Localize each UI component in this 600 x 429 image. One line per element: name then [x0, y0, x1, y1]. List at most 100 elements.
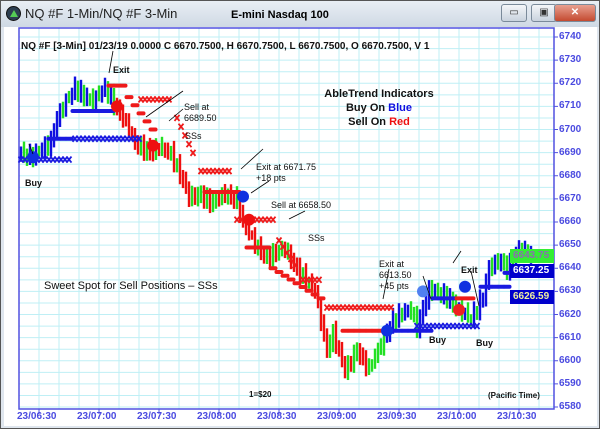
y-tick-label: 6620	[559, 308, 582, 320]
y-tick-label: 6680	[559, 169, 582, 181]
stop-cross	[177, 123, 185, 131]
annotation-exit-4: Exit	[461, 265, 478, 275]
stop-cross	[185, 140, 193, 148]
stop-cross	[291, 261, 299, 269]
annotation-arrow	[28, 143, 34, 155]
signal-dot	[459, 280, 471, 293]
annotation-arrow	[452, 250, 462, 264]
stop-cross	[189, 149, 197, 157]
y-tick-label: 6710	[559, 100, 582, 112]
y-tick-label: 6650	[559, 239, 582, 251]
signal-dot	[27, 151, 39, 164]
y-tick-label: 6630	[559, 285, 582, 297]
y-tick-label: 6700	[559, 123, 582, 135]
annotation-buy-1: Buy	[25, 178, 43, 188]
stop-cross	[287, 255, 295, 263]
x-tick-label: 23/06:30	[17, 411, 57, 422]
x-tick-label: 23/10:00	[437, 411, 477, 422]
annotation-arrow	[250, 180, 270, 194]
price-chart[interactable]	[4, 27, 597, 426]
annotation-arrow	[382, 268, 390, 300]
y-tick-label: 6590	[559, 377, 582, 389]
minimize-button[interactable]: ▭	[501, 4, 527, 22]
header-quote-line: NQ #F [3-Min] 01/23/19 0.0000 C 6670.750…	[21, 41, 430, 52]
stop-cross	[387, 303, 395, 312]
y-tick-label: 6670	[559, 192, 582, 204]
x-tick-label: 23/09:30	[377, 411, 417, 422]
legend-sell-text: Sell On	[348, 116, 390, 128]
legend-sell: Sell On Red	[309, 115, 449, 129]
stop-cross	[65, 155, 73, 164]
annotation-arrow	[422, 275, 432, 300]
stop-cross	[269, 216, 277, 224]
app-logo-icon	[6, 6, 21, 21]
stop-cross	[279, 243, 287, 251]
x-tick-label: 23/07:00	[77, 411, 117, 422]
stop-cross	[473, 322, 481, 330]
y-tick-label: 6640	[559, 262, 582, 274]
signal-dot	[453, 303, 465, 316]
stop-cross	[181, 131, 189, 139]
chart-area[interactable]: NQ #F [3-Min] 01/23/19 0.0000 C 6670.750…	[4, 27, 597, 426]
annotation-arrow	[470, 270, 480, 307]
annotation-arrow	[288, 210, 306, 220]
annotation-arrow	[145, 90, 184, 118]
stop-price-box: 6626.59	[510, 290, 554, 304]
annotation-exit-3b: 6613.50	[379, 270, 412, 280]
annotation-sweet-spot: Sweet Spot for Sell Positions – SSs	[44, 280, 218, 292]
x-tick-label: 23/09:00	[317, 411, 357, 422]
window-title: NQ #F 1-Min/NQ #F 3-Min	[25, 6, 178, 21]
legend-buy: Buy On Blue	[309, 101, 449, 115]
y-tick-label: 6740	[559, 31, 582, 42]
annotation-arrow	[168, 108, 184, 122]
y-tick-label: 6690	[559, 146, 582, 158]
annotation-exit-2b: +18 pts	[256, 173, 286, 183]
annotation-exit-3c: +45 pts	[379, 281, 409, 291]
stop-cross	[225, 167, 233, 175]
signal-dot	[111, 100, 123, 113]
legend-title: AbleTrend Indicators	[324, 88, 434, 100]
annotation-exit-2a: Exit at 6671.75	[256, 162, 317, 172]
x-tick-label: 23/08:30	[257, 411, 297, 422]
plot-border	[18, 27, 555, 410]
y-tick-label: 6600	[559, 354, 582, 366]
x-tick-label: 23/07:30	[137, 411, 177, 422]
signal-dot	[147, 139, 159, 152]
stop-cross	[165, 95, 173, 104]
stop-cross	[315, 276, 323, 284]
stop-cross	[135, 135, 143, 143]
annotation-exit-1: Exit	[113, 65, 130, 75]
annotation-arrow	[240, 148, 264, 170]
legend-red: Red	[389, 116, 410, 128]
stop-cross	[275, 236, 283, 245]
y-tick-label: 6720	[559, 77, 582, 89]
annotation-exit-3a: Exit at	[379, 259, 405, 269]
annotation-sss-1: SSs	[185, 131, 202, 141]
legend-box: AbleTrend Indicators Buy On Blue Sell On…	[309, 87, 449, 129]
title-bar[interactable]: NQ #F 1-Min/NQ #F 3-Min E-mini Nasdaq 10…	[1, 1, 599, 27]
signal-dot	[243, 213, 255, 226]
y-tick-label: 6580	[559, 401, 582, 412]
legend-blue: Blue	[388, 102, 412, 114]
annotation-sss-2: SSs	[308, 233, 325, 243]
annotation-sell-1b: 6689.50	[184, 113, 217, 123]
y-tick-label: 6730	[559, 54, 582, 66]
timezone-label: (Pacific Time)	[488, 391, 540, 400]
point-value-label: 1=$20	[249, 390, 272, 399]
annotation-buy-3: Buy	[476, 338, 494, 348]
annotation-sell-1a: Sell at	[184, 102, 210, 112]
stop-cross	[283, 249, 291, 257]
signal-dot	[381, 324, 393, 337]
signal-dot	[237, 190, 249, 203]
annotation-buy-2: Buy	[429, 335, 447, 345]
x-tick-label: 23/10:30	[497, 411, 537, 422]
chart-title: E-mini Nasdaq 100	[231, 9, 329, 21]
close-button[interactable]: ✕	[554, 4, 596, 22]
annotation-arrow	[108, 50, 114, 74]
y-tick-label: 6660	[559, 216, 582, 227]
signal-dot	[417, 285, 429, 298]
indicator-price-box: 6637.25	[510, 264, 554, 278]
last-price-box: 6643.75	[510, 249, 554, 263]
annotation-sell-2: Sell at 6658.50	[271, 200, 332, 210]
